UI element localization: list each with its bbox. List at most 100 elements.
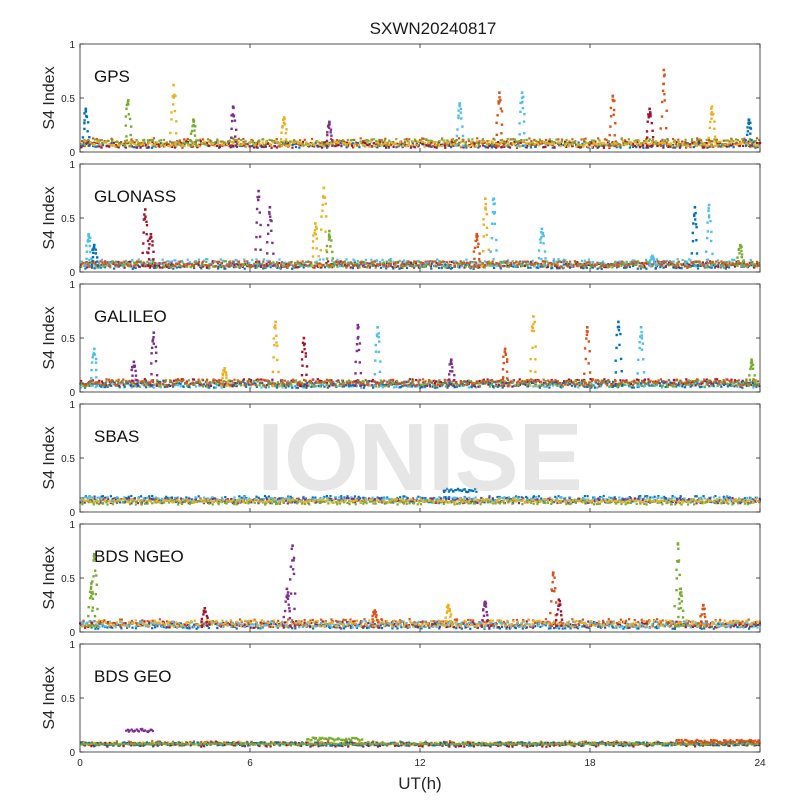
- data-point: [677, 139, 679, 141]
- data-point: [657, 260, 659, 262]
- data-point: [323, 146, 325, 148]
- data-point: [494, 223, 496, 225]
- data-point: [331, 145, 333, 147]
- data-point: [367, 383, 369, 385]
- data-point: [717, 264, 719, 266]
- data-point: [143, 384, 145, 386]
- data-point: [607, 381, 609, 383]
- data-point: [338, 142, 340, 144]
- data-point: [197, 139, 199, 141]
- data-point: [591, 264, 593, 266]
- data-point: [352, 382, 354, 384]
- data-point: [254, 265, 256, 267]
- data-point: [125, 124, 127, 126]
- data-point: [442, 260, 444, 262]
- data-point: [733, 385, 735, 387]
- data-point: [519, 140, 521, 142]
- data-point: [543, 235, 545, 237]
- data-point: [581, 260, 583, 262]
- data-point: [526, 145, 528, 147]
- data-point: [180, 385, 182, 387]
- data-point: [390, 379, 392, 381]
- data-point: [178, 263, 180, 265]
- panel-label: GLONASS: [94, 187, 176, 206]
- data-point: [331, 251, 333, 253]
- data-point: [152, 261, 154, 263]
- data-point: [684, 263, 686, 265]
- data-point: [538, 257, 540, 259]
- data-point: [123, 261, 125, 263]
- data-point: [175, 262, 177, 264]
- data-point: [465, 266, 467, 268]
- data-point: [651, 255, 654, 258]
- data-point: [651, 130, 653, 132]
- data-point: [521, 91, 524, 94]
- data-point: [156, 266, 158, 268]
- data-point: [622, 140, 624, 142]
- data-point: [596, 387, 598, 389]
- data-point: [330, 131, 332, 133]
- data-point: [522, 145, 524, 147]
- data-point: [187, 259, 189, 261]
- data-point: [92, 256, 94, 258]
- data-point: [93, 244, 96, 247]
- data-point: [527, 267, 529, 269]
- data-point: [311, 265, 313, 267]
- data-point: [554, 147, 556, 149]
- data-point: [542, 260, 544, 262]
- data-point: [750, 259, 752, 261]
- data-point: [172, 103, 174, 105]
- data-point: [384, 385, 386, 387]
- data-point: [204, 141, 206, 143]
- data-point: [726, 264, 728, 266]
- data-point: [566, 139, 568, 141]
- data-point: [544, 262, 546, 264]
- data-point: [586, 142, 588, 144]
- data-point: [488, 140, 490, 142]
- data-point: [731, 140, 733, 142]
- data-point: [646, 136, 648, 138]
- data-point: [234, 135, 236, 137]
- data-point: [111, 140, 113, 142]
- data-point: [263, 144, 265, 146]
- data-point: [642, 263, 644, 265]
- data-point: [145, 221, 147, 223]
- data-point: [267, 224, 269, 226]
- data-point: [381, 259, 383, 261]
- data-point: [692, 262, 694, 264]
- data-point: [411, 144, 413, 146]
- data-point: [87, 121, 89, 123]
- data-point: [586, 384, 588, 386]
- data-point: [137, 141, 139, 143]
- data-point: [554, 264, 556, 266]
- data-point: [239, 381, 241, 383]
- data-point: [350, 261, 352, 263]
- data-point: [445, 385, 447, 387]
- data-point: [691, 140, 693, 142]
- data-point: [741, 387, 743, 389]
- data-point: [470, 141, 472, 143]
- data-point: [519, 111, 521, 113]
- data-point: [285, 138, 287, 140]
- data-point: [524, 145, 526, 147]
- data-point: [454, 140, 456, 142]
- data-point: [638, 381, 640, 383]
- data-point: [685, 139, 687, 141]
- data-point: [453, 262, 455, 264]
- data-point: [577, 143, 579, 145]
- data-point: [662, 90, 664, 92]
- data-point: [193, 379, 195, 381]
- data-point: [215, 383, 217, 385]
- data-point: [580, 144, 582, 146]
- data-point: [475, 262, 477, 264]
- data-point: [305, 264, 307, 266]
- data-point: [118, 261, 120, 263]
- data-point: [355, 383, 357, 385]
- data-point: [150, 262, 152, 264]
- data-point: [671, 145, 673, 147]
- data-point: [163, 266, 165, 268]
- data-point: [203, 264, 205, 266]
- data-point: [702, 261, 704, 263]
- data-point: [662, 147, 664, 149]
- data-point: [655, 142, 657, 144]
